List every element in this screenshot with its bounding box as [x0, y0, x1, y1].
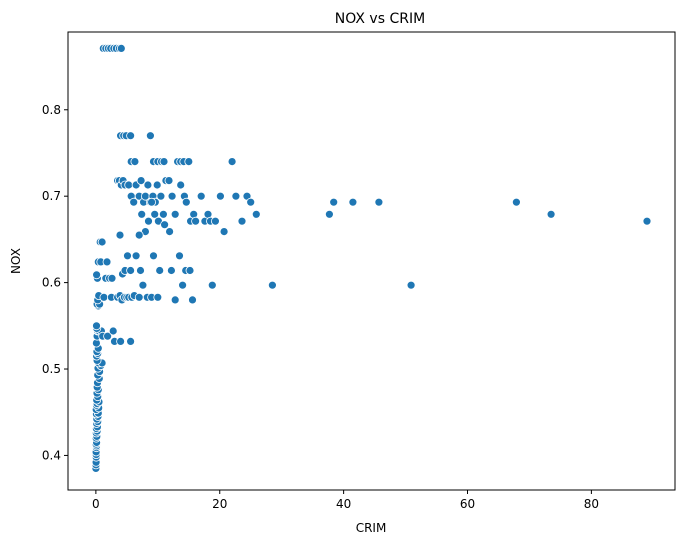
- data-point: [165, 227, 175, 237]
- data-point: [126, 131, 136, 141]
- data-point: [152, 180, 162, 190]
- x-tick-label: 80: [584, 497, 599, 511]
- data-point: [512, 197, 521, 207]
- data-point: [116, 336, 125, 346]
- data-point: [143, 180, 153, 190]
- data-point: [136, 266, 145, 275]
- data-point: [237, 216, 247, 226]
- data-point: [92, 270, 101, 280]
- data-point: [92, 321, 101, 331]
- data-point: [178, 280, 188, 290]
- x-tick-label: 20: [212, 497, 227, 511]
- data-point: [170, 295, 180, 305]
- plot-frame: [67, 31, 676, 491]
- data-point: [188, 295, 197, 305]
- y-tick-label: 0.4: [42, 448, 61, 462]
- data-point: [137, 209, 147, 219]
- data-point: [167, 191, 177, 201]
- data-point: [251, 209, 261, 219]
- data-point: [546, 209, 556, 219]
- plot-area: [68, 32, 675, 490]
- data-point: [176, 180, 186, 190]
- data-point: [97, 237, 107, 247]
- data-point: [129, 197, 139, 207]
- data-point: [406, 280, 416, 290]
- data-point: [134, 230, 144, 240]
- data-point: [126, 336, 136, 346]
- data-point: [246, 197, 256, 207]
- data-point: [170, 209, 180, 219]
- data-point: [149, 251, 158, 261]
- data-point: [642, 216, 652, 226]
- y-tick-label: 0.8: [42, 103, 61, 117]
- data-point: [124, 180, 134, 190]
- data-point: [164, 176, 174, 186]
- data-point: [147, 197, 157, 207]
- data-point: [219, 227, 229, 237]
- data-point: [196, 191, 206, 201]
- y-tick-label: 0.6: [42, 276, 61, 290]
- y-axis-ticks: 0.4 0.5 0.6 0.7 0.8: [42, 103, 68, 462]
- x-axis-ticks: 0 20 40 60 80: [92, 490, 599, 511]
- data-point: [227, 157, 237, 167]
- data-point: [158, 209, 168, 219]
- data-point: [181, 197, 191, 207]
- data-point: [153, 292, 163, 302]
- scatter-points: [91, 44, 652, 473]
- data-point: [116, 44, 126, 53]
- data-point: [191, 216, 201, 226]
- data-point: [231, 191, 241, 201]
- data-point: [145, 131, 155, 141]
- data-point: [159, 157, 169, 167]
- data-point: [160, 220, 170, 230]
- data-point: [134, 292, 144, 302]
- data-point: [184, 157, 194, 167]
- data-point: [130, 157, 140, 167]
- data-point: [185, 266, 195, 275]
- data-point: [324, 209, 334, 219]
- data-point: [144, 216, 153, 226]
- y-axis-label: NOX: [9, 248, 23, 274]
- data-point: [150, 209, 160, 219]
- data-point: [138, 280, 148, 290]
- data-point: [267, 280, 277, 290]
- data-point: [175, 251, 184, 261]
- x-tick-label: 40: [336, 497, 351, 511]
- data-point: [99, 292, 109, 302]
- y-tick-label: 0.7: [42, 189, 61, 203]
- data-point: [215, 191, 225, 201]
- data-point: [126, 266, 136, 275]
- data-point: [131, 251, 141, 261]
- data-point: [156, 191, 166, 201]
- x-tick-label: 0: [92, 497, 100, 511]
- chart-title: NOX vs CRIM: [335, 11, 425, 27]
- data-point: [348, 197, 358, 207]
- data-point: [107, 273, 117, 283]
- data-point: [115, 230, 125, 240]
- y-tick-label: 0.5: [42, 362, 61, 376]
- data-point: [210, 216, 220, 226]
- data-point: [108, 326, 118, 336]
- data-point: [102, 257, 112, 267]
- data-point: [155, 266, 165, 275]
- data-point: [103, 331, 112, 341]
- x-axis-label: CRIM: [356, 521, 387, 535]
- data-point: [136, 176, 146, 186]
- data-point: [166, 266, 176, 275]
- data-point: [329, 197, 339, 207]
- x-tick-label: 60: [460, 497, 475, 511]
- data-point: [207, 280, 217, 290]
- data-point: [123, 251, 132, 261]
- data-point: [374, 197, 384, 207]
